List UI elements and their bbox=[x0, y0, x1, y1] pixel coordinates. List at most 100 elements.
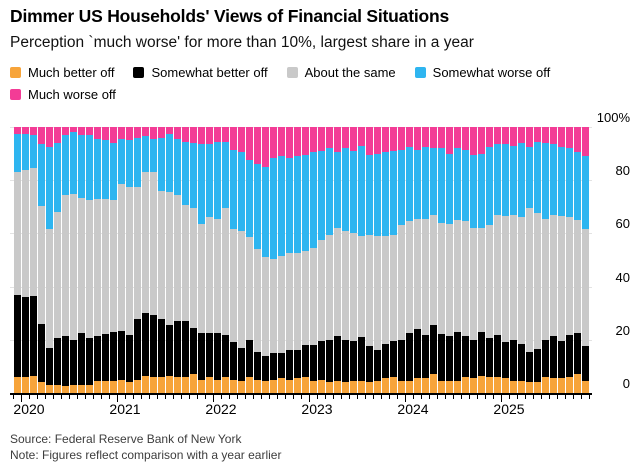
bar-segment bbox=[454, 331, 461, 382]
bar-segment bbox=[398, 127, 405, 150]
bar-segment bbox=[222, 127, 229, 142]
bar-segment bbox=[246, 339, 253, 378]
month-tick bbox=[301, 395, 302, 399]
bar-segment bbox=[46, 229, 53, 348]
bar-segment bbox=[46, 146, 53, 230]
chart-subtitle: Perception `much worse' for more than 10… bbox=[10, 34, 474, 51]
x-axis-label: 2021 bbox=[109, 401, 141, 417]
stacked-bar bbox=[198, 127, 205, 393]
bar-segment bbox=[342, 127, 349, 149]
bar-segment bbox=[246, 237, 253, 340]
month-tick bbox=[277, 395, 278, 399]
bar-segment bbox=[398, 149, 405, 226]
somewhat-worse-swatch-icon bbox=[414, 66, 426, 78]
month-tick bbox=[533, 395, 534, 399]
bar-segment bbox=[566, 148, 573, 218]
bar-segment bbox=[190, 208, 197, 328]
bar-segment bbox=[62, 135, 69, 195]
bar-segment bbox=[190, 327, 197, 375]
x-axis-label: 2022 bbox=[205, 401, 237, 417]
bar-segment bbox=[502, 342, 509, 379]
bar-segment bbox=[326, 148, 333, 235]
bar-segment bbox=[470, 228, 477, 340]
bar-segment bbox=[206, 144, 213, 218]
bar-segment bbox=[150, 377, 157, 393]
bar-segment bbox=[86, 385, 93, 393]
bar-segment bbox=[230, 342, 237, 380]
bar-segment bbox=[158, 377, 165, 393]
bar-segment bbox=[550, 378, 557, 393]
bar-segment bbox=[70, 193, 77, 340]
month-tick bbox=[573, 395, 574, 399]
y-axis-label: 80 bbox=[615, 163, 630, 179]
bar-segment bbox=[254, 249, 261, 352]
bar-segment bbox=[518, 343, 525, 382]
month-tick bbox=[181, 395, 182, 399]
bar-segment bbox=[118, 138, 125, 185]
bar-segment bbox=[190, 127, 197, 143]
bar-segment bbox=[78, 197, 85, 334]
bar-segment bbox=[342, 230, 349, 340]
bar-segment bbox=[286, 350, 293, 380]
bar-segment bbox=[334, 127, 341, 153]
bar-segment bbox=[334, 228, 341, 336]
stacked-bar bbox=[54, 127, 61, 393]
legend-label: Somewhat better off bbox=[151, 64, 268, 80]
stacked-bar bbox=[406, 127, 413, 393]
stacked-bar bbox=[262, 127, 269, 393]
stacked-bar bbox=[166, 127, 173, 393]
bar-segment bbox=[278, 378, 285, 393]
month-tick bbox=[69, 395, 70, 399]
stacked-bar bbox=[502, 127, 509, 393]
stacked-bar bbox=[246, 127, 253, 393]
month-tick bbox=[453, 395, 454, 399]
bar-segment bbox=[358, 337, 365, 382]
y-axis-label: 20 bbox=[615, 322, 630, 338]
stacked-bar bbox=[518, 127, 525, 393]
bar-segment bbox=[486, 225, 493, 339]
bar-segment bbox=[518, 142, 525, 218]
bar-segment bbox=[526, 127, 533, 147]
bar-segment bbox=[510, 145, 517, 215]
stacked-bar bbox=[430, 127, 437, 393]
bar-segment bbox=[454, 127, 461, 149]
bar-segment bbox=[294, 156, 301, 254]
bar-segment bbox=[182, 205, 189, 322]
bar-segment bbox=[478, 127, 485, 154]
stacked-bar bbox=[366, 127, 373, 393]
bar-segment bbox=[526, 382, 533, 393]
bar-segment bbox=[206, 333, 213, 378]
stacked-bar bbox=[206, 127, 213, 393]
bar-segment bbox=[174, 194, 181, 322]
bar-segment bbox=[494, 127, 501, 145]
bar-segment bbox=[382, 378, 389, 393]
stacked-bar bbox=[558, 127, 565, 393]
bar-segment bbox=[158, 137, 165, 191]
bar-segment bbox=[350, 341, 357, 382]
bar-segment bbox=[470, 339, 477, 379]
bar-segment bbox=[118, 127, 125, 139]
month-tick bbox=[525, 395, 526, 399]
bar-segment bbox=[190, 374, 197, 393]
bar-segment bbox=[366, 154, 373, 235]
month-tick bbox=[77, 395, 78, 399]
bar-segment bbox=[542, 143, 549, 219]
bar-segment bbox=[302, 250, 309, 346]
month-tick bbox=[565, 395, 566, 399]
bar-segment bbox=[86, 200, 93, 339]
stacked-bar bbox=[30, 127, 37, 393]
month-tick bbox=[413, 395, 414, 399]
bar-segment bbox=[254, 351, 261, 380]
bar-segment bbox=[438, 148, 445, 223]
bar-segment bbox=[510, 339, 517, 382]
bar-segment bbox=[30, 127, 37, 135]
bar-segment bbox=[270, 379, 277, 393]
bar-segment bbox=[374, 153, 381, 237]
bar-segment bbox=[510, 381, 517, 393]
bar-segment bbox=[358, 381, 365, 393]
bar-segment bbox=[94, 198, 101, 336]
stacked-bar bbox=[70, 127, 77, 393]
stacked-bar bbox=[238, 127, 245, 393]
bar-segment bbox=[294, 253, 301, 351]
